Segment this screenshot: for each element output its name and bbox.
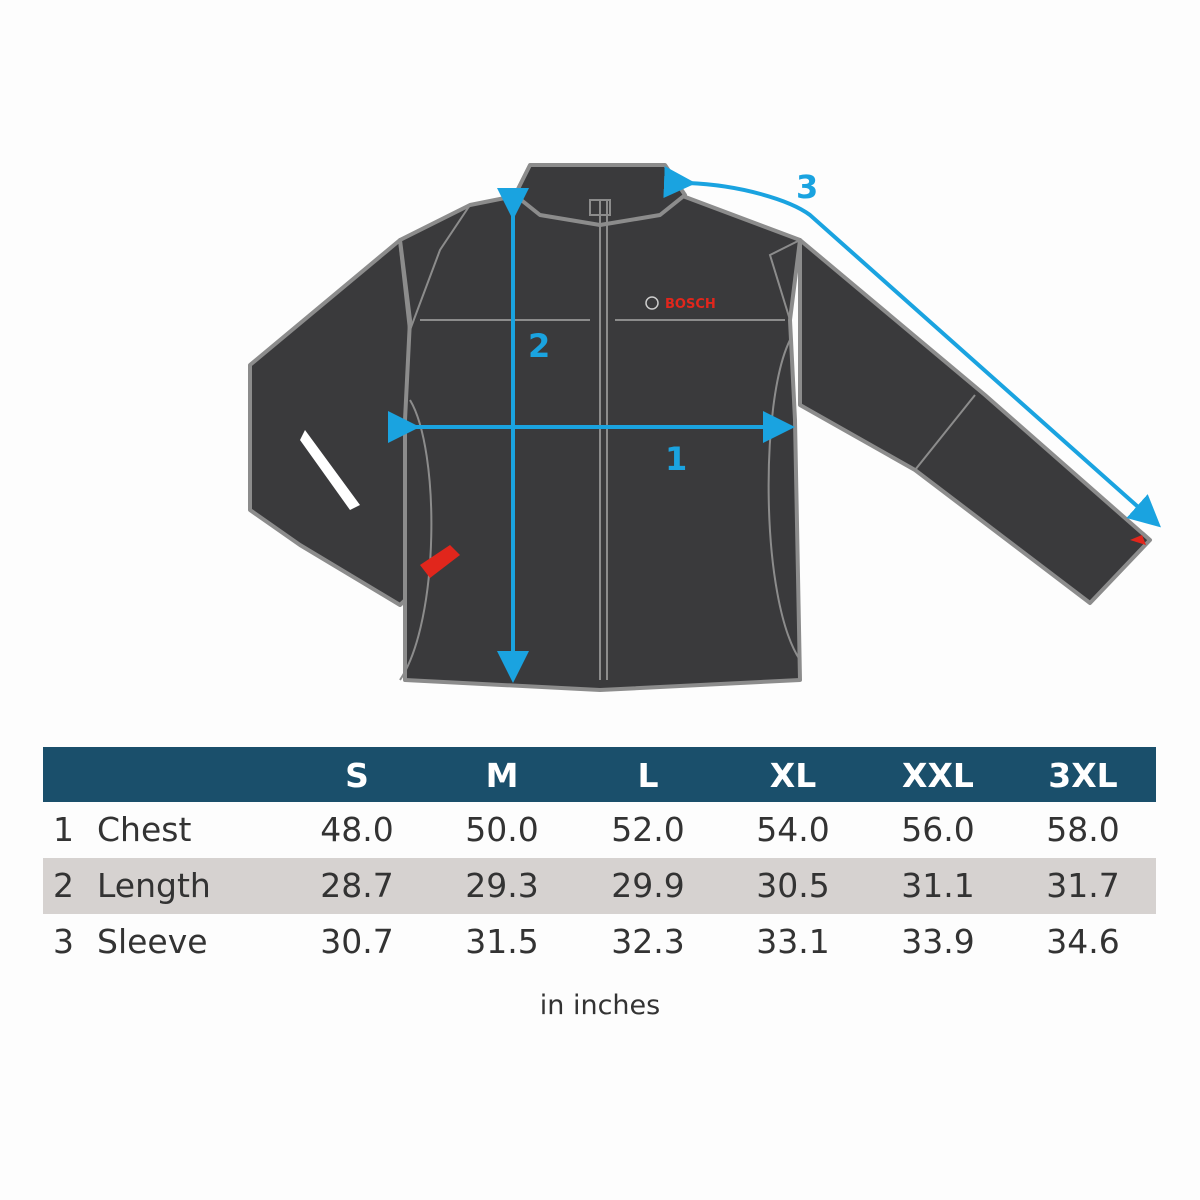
size-table: S M L XL XXL 3XL 1 Chest 48.0 50.0 52.0 … bbox=[43, 747, 1156, 970]
sleeve-marker: 3 bbox=[796, 168, 818, 206]
value-cell: 34.6 bbox=[1046, 922, 1120, 961]
value-cell: 29.3 bbox=[465, 866, 539, 905]
row-number: 1 bbox=[53, 810, 74, 849]
sleeve-gap bbox=[300, 430, 360, 510]
value-cell: 30.7 bbox=[320, 922, 394, 961]
sleeve-arrow bbox=[663, 166, 1161, 528]
size-header-row: S M L XL XXL 3XL bbox=[43, 747, 1156, 802]
bosch-logo-text: BOSCH bbox=[665, 297, 716, 312]
value-cell: 56.0 bbox=[901, 810, 975, 849]
jacket-illustration: BOSCH 2 1 3 bbox=[248, 163, 1161, 692]
row-number: 2 bbox=[53, 866, 74, 905]
value-cell: 52.0 bbox=[611, 810, 685, 849]
value-cell: 31.5 bbox=[465, 922, 539, 961]
value-cell: 33.1 bbox=[756, 922, 830, 961]
value-cell: 29.9 bbox=[611, 866, 685, 905]
value-cell: 50.0 bbox=[465, 810, 539, 849]
value-cell: 54.0 bbox=[756, 810, 830, 849]
row-number: 3 bbox=[53, 922, 74, 961]
row-label: Length bbox=[97, 866, 211, 905]
size-header: 3XL bbox=[1048, 756, 1118, 795]
size-header: XXL bbox=[902, 756, 974, 795]
left-cuff-accent-icon bbox=[420, 545, 460, 578]
row-label: Chest bbox=[97, 810, 192, 849]
value-cell: 28.7 bbox=[320, 866, 394, 905]
size-header: L bbox=[637, 756, 659, 795]
unit-note: in inches bbox=[539, 990, 661, 1021]
value-cell: 58.0 bbox=[1046, 810, 1120, 849]
value-cell: 31.1 bbox=[901, 866, 975, 905]
right-sleeve bbox=[798, 238, 1152, 605]
size-header: S bbox=[345, 756, 369, 795]
chest-marker: 1 bbox=[665, 440, 687, 478]
table-row-sleeve: 3 Sleeve 30.7 31.5 32.3 33.1 33.9 34.6 bbox=[43, 914, 1156, 970]
value-cell: 48.0 bbox=[320, 810, 394, 849]
value-cell: 30.5 bbox=[756, 866, 830, 905]
value-cell: 32.3 bbox=[611, 922, 685, 961]
value-cell: 33.9 bbox=[901, 922, 975, 961]
right-cuff-accent-icon bbox=[1130, 535, 1146, 545]
length-marker: 2 bbox=[528, 327, 550, 365]
bosch-emblem-icon bbox=[645, 296, 659, 310]
size-header: XL bbox=[769, 756, 817, 795]
table-row-chest: 1 Chest 48.0 50.0 52.0 54.0 56.0 58.0 bbox=[43, 802, 1156, 858]
size-header: M bbox=[485, 756, 519, 795]
table-row-length: 2 Length 28.7 29.3 29.9 30.5 31.1 31.7 bbox=[43, 858, 1156, 914]
row-label: Sleeve bbox=[97, 922, 208, 961]
value-cell: 31.7 bbox=[1046, 866, 1120, 905]
